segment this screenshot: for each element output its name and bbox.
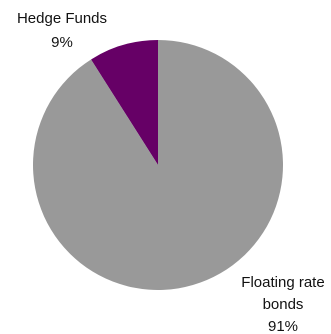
hedge-funds-percent: 9%: [51, 34, 73, 51]
floating-rate-bonds-label-line-1: Floating rate: [241, 274, 324, 291]
floating-rate-bonds-label-line-2: bonds: [263, 296, 304, 313]
floating-rate-bonds-percent: 91%: [268, 318, 298, 334]
pie-slice-1: [33, 40, 284, 291]
pie-slices: [33, 40, 284, 291]
pie-slice-0: [91, 40, 158, 165]
hedge-funds-label: Hedge Funds: [17, 10, 107, 27]
